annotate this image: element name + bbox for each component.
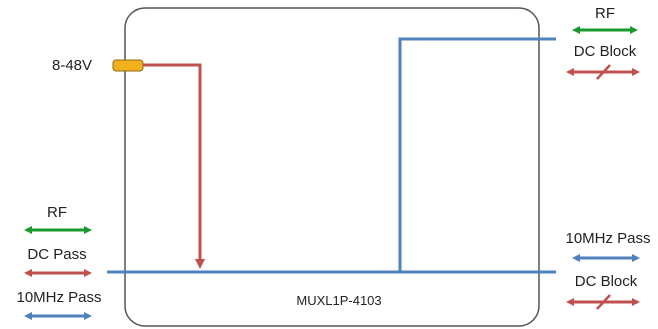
bottom-right-dc-block-slash (596, 294, 611, 310)
rf-branch-line (398, 37, 556, 272)
power-connector (112, 59, 144, 72)
top-right-rf-label: RF (595, 5, 615, 22)
bottom-right-dc-block-label: DC Block (574, 273, 638, 290)
bottom-left-10mhz-label: 10MHz Pass (16, 289, 102, 306)
top-right-dc-block-label: DC Block (573, 43, 637, 60)
device-box (124, 7, 540, 327)
bottom-left-rf-label: RF (47, 204, 67, 221)
bottom-left-dc-pass-label: DC Pass (27, 246, 87, 263)
top-right-dc-block-slash (596, 64, 611, 80)
dc-injection-path (143, 63, 205, 269)
bottom-right-10mhz-label: 10MHz Pass (565, 230, 651, 247)
device-model-label: MUXL1P-4103 (296, 293, 382, 308)
power-voltage-label: 8-48V (52, 57, 93, 74)
